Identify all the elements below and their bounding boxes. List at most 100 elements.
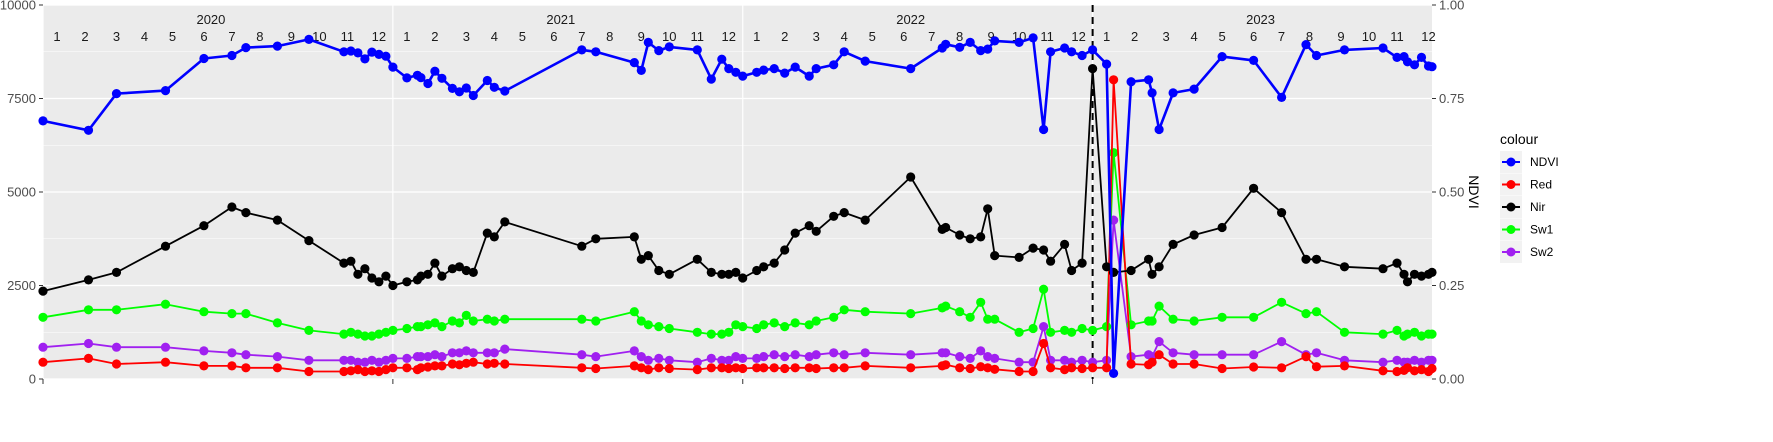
data-point	[577, 363, 587, 373]
data-point	[654, 353, 664, 363]
data-point	[1088, 325, 1098, 335]
data-point	[304, 236, 314, 246]
left-tick-label: 7500	[7, 91, 36, 106]
x-axis	[42, 379, 1094, 384]
month-label: 5	[169, 29, 176, 44]
data-point	[304, 366, 314, 377]
month-label: 7	[578, 29, 585, 44]
data-point	[692, 254, 702, 264]
month-label: 9	[288, 29, 295, 44]
data-point	[769, 318, 779, 328]
data-point	[724, 363, 734, 374]
data-point	[1392, 52, 1402, 63]
data-point	[1392, 325, 1402, 335]
data-point	[790, 228, 800, 238]
data-point	[437, 271, 447, 281]
data-point	[990, 364, 1000, 374]
data-point	[468, 357, 478, 367]
data-point	[1217, 52, 1227, 62]
data-point	[402, 277, 412, 287]
data-point	[437, 322, 447, 332]
data-point	[160, 241, 171, 251]
data-point	[388, 280, 398, 291]
data-point	[1147, 316, 1157, 326]
data-point	[1126, 359, 1136, 369]
data-point	[1416, 271, 1427, 281]
data-point	[1301, 254, 1311, 264]
data-point	[591, 234, 601, 244]
data-point	[738, 353, 748, 363]
data-point	[416, 363, 426, 373]
data-point	[381, 51, 391, 61]
data-point	[804, 320, 814, 330]
data-point	[38, 286, 48, 296]
data-point	[654, 265, 664, 276]
data-point	[811, 226, 821, 236]
data-point	[1039, 245, 1049, 255]
data-point	[1102, 363, 1112, 373]
data-point	[780, 68, 790, 78]
data-point	[1189, 350, 1199, 360]
data-point	[199, 53, 209, 64]
data-point	[906, 64, 916, 74]
data-point	[1277, 297, 1287, 307]
data-point	[241, 43, 251, 53]
data-point	[468, 316, 478, 326]
month-label: 1	[1103, 29, 1110, 44]
data-point	[374, 366, 384, 377]
data-point	[461, 346, 471, 356]
month-label: 4	[491, 29, 498, 44]
data-point	[1046, 327, 1056, 337]
data-point	[1277, 363, 1287, 373]
data-point	[636, 65, 646, 75]
data-point	[664, 269, 674, 279]
data-point	[1147, 269, 1157, 279]
data-point	[829, 211, 839, 221]
data-point	[976, 232, 986, 242]
data-point	[965, 363, 975, 374]
data-point	[402, 73, 412, 83]
data-point	[643, 320, 653, 330]
legend-key-point	[1506, 180, 1516, 189]
data-point	[1311, 50, 1322, 61]
data-point	[346, 366, 356, 376]
data-point	[706, 329, 716, 339]
left-tick-label: 10000	[0, 0, 36, 13]
data-point	[199, 221, 209, 231]
data-point	[717, 363, 727, 373]
data-point	[304, 355, 314, 365]
data-point	[1427, 267, 1437, 277]
data-point	[724, 269, 734, 279]
data-point	[402, 353, 412, 363]
data-point	[769, 64, 779, 74]
data-point	[769, 350, 779, 360]
data-point	[227, 361, 237, 371]
data-point	[790, 318, 800, 328]
data-point	[706, 74, 716, 84]
data-point	[272, 363, 282, 373]
data-point	[654, 46, 664, 56]
data-point	[1067, 265, 1077, 276]
data-point	[1168, 239, 1178, 249]
data-point	[1147, 357, 1157, 367]
data-point	[454, 318, 464, 328]
data-point	[804, 221, 814, 231]
data-point	[839, 363, 849, 373]
data-point	[500, 314, 510, 324]
data-point	[1402, 329, 1413, 339]
month-label: 12	[372, 29, 386, 44]
data-point	[983, 363, 993, 373]
data-point	[1427, 363, 1437, 374]
year-label: 2022	[896, 12, 925, 27]
data-point	[780, 363, 790, 374]
data-point	[1217, 350, 1227, 360]
data-point	[1046, 363, 1056, 373]
data-point	[482, 359, 492, 369]
data-point	[1189, 230, 1199, 240]
data-point	[752, 363, 762, 373]
data-point	[1189, 316, 1199, 326]
data-point	[160, 342, 171, 352]
year-label: 2020	[196, 12, 225, 27]
data-point	[1014, 357, 1024, 367]
data-point	[339, 47, 349, 57]
